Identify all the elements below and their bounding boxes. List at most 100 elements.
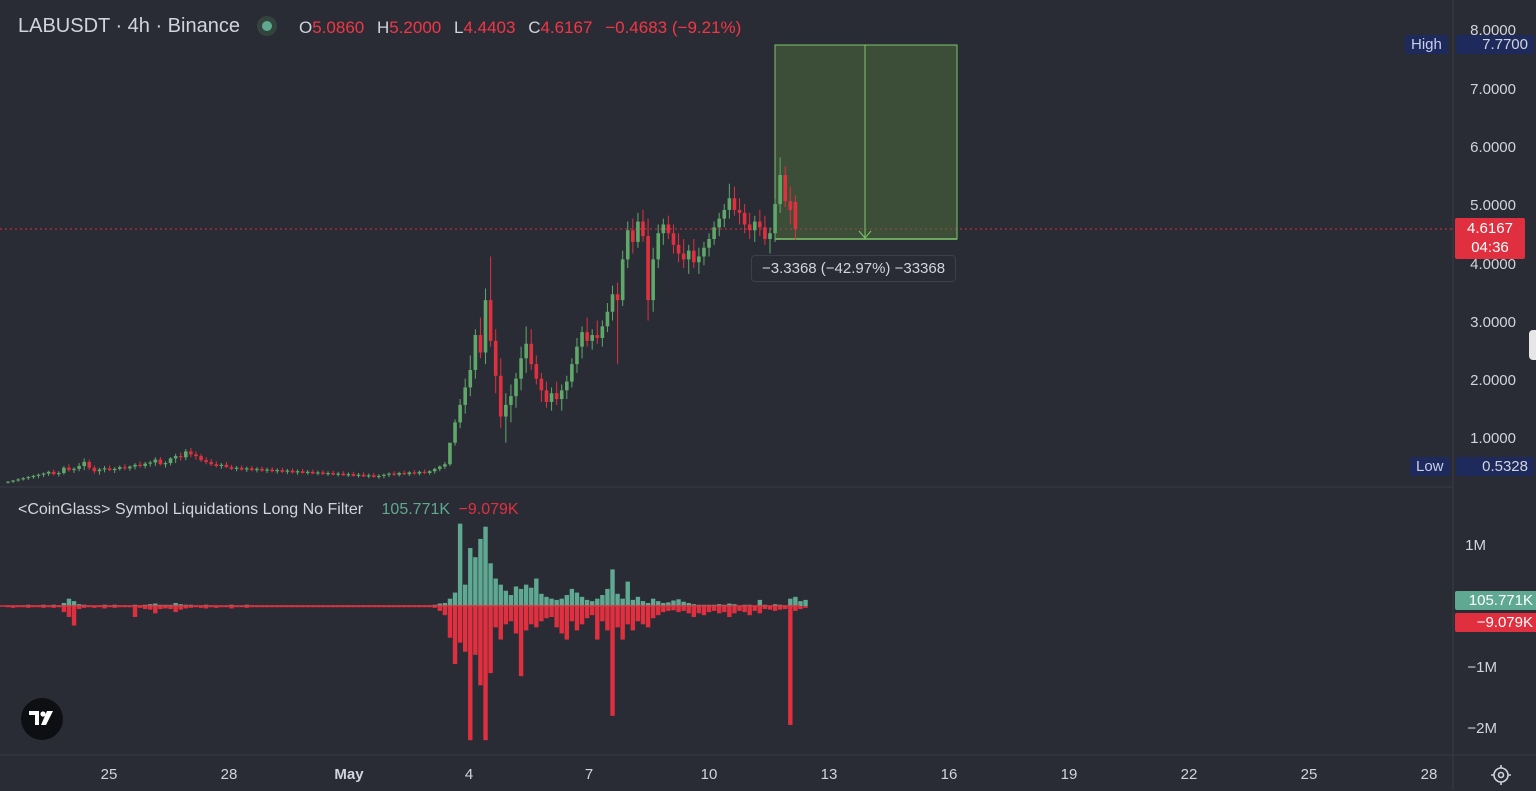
liquidation-bar-down xyxy=(457,606,463,643)
candle-body xyxy=(498,375,503,417)
candle-body xyxy=(280,470,285,472)
time-label: 10 xyxy=(700,766,718,783)
candle-body xyxy=(112,468,117,471)
current-price-value: 4.6167 xyxy=(1467,220,1513,237)
candle-body xyxy=(194,454,198,457)
liquidation-bar-down xyxy=(757,606,763,614)
liquidation-bar-down xyxy=(645,606,651,628)
liquidation-bar-down xyxy=(711,606,717,611)
candle-body xyxy=(717,218,721,228)
candle-body xyxy=(92,467,97,472)
candle-body xyxy=(752,221,757,231)
indicator-title[interactable]: <CoinGlass> Symbol Liquidations Long No … xyxy=(18,501,364,518)
liquidation-bar-up xyxy=(493,578,498,606)
liquidation-bar-down xyxy=(493,606,498,628)
price-tick: 6.0000 xyxy=(1470,139,1516,156)
liquidation-bar-up xyxy=(595,598,600,606)
candle-body xyxy=(438,466,442,469)
candle-body xyxy=(371,475,376,478)
liquidation-bar-down xyxy=(696,606,702,614)
liquidation-bar-down xyxy=(132,606,138,617)
candle-body xyxy=(351,474,356,476)
candle-body xyxy=(97,469,102,472)
candle-body xyxy=(697,256,701,263)
candle-body xyxy=(178,456,183,458)
liquidation-bar-down xyxy=(783,606,788,610)
time-label: 16 xyxy=(940,766,958,783)
liquidation-bar-down xyxy=(163,606,168,609)
candle-body xyxy=(427,471,432,473)
price-tick: 2.0000 xyxy=(1470,372,1516,389)
candle-body xyxy=(758,221,762,228)
candle-body xyxy=(82,461,86,466)
liquidation-bar-up xyxy=(798,601,803,606)
liquidation-bar-down xyxy=(153,606,158,614)
time-label: 25 xyxy=(100,766,118,783)
candle-body xyxy=(554,393,559,400)
candle-body xyxy=(559,390,564,400)
symbol-title[interactable]: LABUSDT · 4h · Binance xyxy=(18,15,240,37)
candle-body xyxy=(26,477,31,479)
candle-body xyxy=(493,340,498,376)
liquidation-bar-down xyxy=(661,606,666,613)
short-position-tool[interactable] xyxy=(774,44,958,240)
liquidation-bar-down xyxy=(214,606,219,608)
liquidation-bar-down xyxy=(752,606,757,611)
candle-body xyxy=(631,230,635,242)
liquidation-bar-up xyxy=(788,598,793,606)
candle-body xyxy=(737,209,742,213)
liquidation-bar-down xyxy=(686,606,691,614)
liquidation-bar-down xyxy=(61,606,67,613)
candle-body xyxy=(514,378,518,397)
liquidation-bar-up xyxy=(600,595,605,606)
liquidation-bar-up xyxy=(529,587,534,606)
candle-body xyxy=(565,381,569,391)
candle-body xyxy=(229,467,234,469)
candle-body xyxy=(62,467,66,473)
liquidation-bar-down xyxy=(701,606,707,616)
candle-body xyxy=(468,369,473,388)
liquidation-bar-down xyxy=(727,606,732,617)
candle-body xyxy=(244,468,249,470)
gear-icon[interactable] xyxy=(1490,764,1512,786)
liquidation-bar-up xyxy=(630,599,636,606)
liquidation-bar-up xyxy=(473,557,478,606)
liquidation-bar-up xyxy=(645,602,651,606)
liquidation-bar-up xyxy=(442,602,448,606)
liquidation-bar-down xyxy=(71,606,77,626)
candle-body xyxy=(123,467,127,469)
liquidation-bar-up xyxy=(574,592,580,606)
liquidation-bar-up xyxy=(447,598,453,606)
high-label: H xyxy=(376,18,390,37)
candle-body xyxy=(295,471,300,473)
tradingview-logo[interactable] xyxy=(21,698,63,740)
price-tick: 4.0000 xyxy=(1470,256,1516,273)
market-status-icon[interactable] xyxy=(257,16,277,36)
scale-drag-handle[interactable] xyxy=(1529,330,1536,360)
candle-body xyxy=(651,259,655,301)
candle-body xyxy=(138,464,142,466)
candle-body xyxy=(275,470,280,472)
liquidation-bar-down xyxy=(478,606,483,686)
liquidation-bar-up xyxy=(605,588,610,606)
liquidation-bar-down xyxy=(722,606,727,613)
liquidation-bar-down xyxy=(508,606,514,622)
liquidation-bar-down xyxy=(529,606,534,625)
time-label: 25 xyxy=(1300,766,1318,783)
liquidation-bar-up xyxy=(153,603,158,606)
candle-body xyxy=(143,463,147,466)
liquidation-bar-down xyxy=(463,606,468,652)
candle-body xyxy=(77,465,81,469)
candle-body xyxy=(727,198,732,210)
liquidation-bar-down xyxy=(681,606,686,611)
liquidation-bar-down xyxy=(742,606,747,613)
candle-body xyxy=(722,209,727,219)
liquidation-bar-down xyxy=(747,606,752,616)
liquidation-bar-down xyxy=(569,606,575,622)
candle-body xyxy=(41,473,46,475)
liquidation-bar-down xyxy=(615,606,620,628)
candle-body xyxy=(636,221,640,242)
ohlc-legend: O5.0860 H5.2000 L4.4403 C4.6167 −0.4683 … xyxy=(299,18,749,38)
liquidation-bar-up xyxy=(671,600,676,606)
